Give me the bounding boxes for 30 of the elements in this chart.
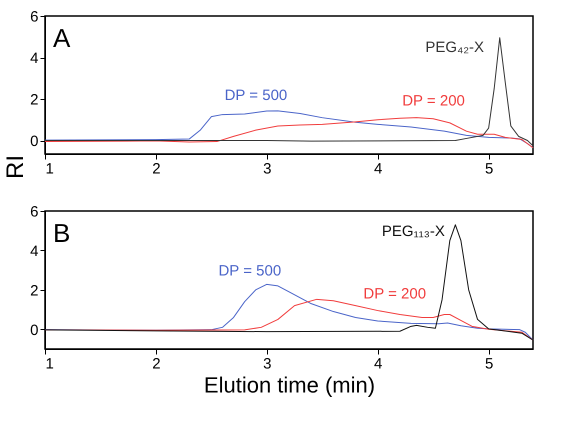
series-label: DP = 200	[402, 92, 465, 110]
line-series	[44, 224, 534, 341]
x-tick-label: 3	[263, 160, 272, 178]
x-tick-label: 2	[152, 356, 161, 372]
y-tick-label: 0	[30, 133, 38, 150]
x-tick-label: 4	[374, 160, 382, 178]
line-series	[44, 117, 534, 148]
y-tick-label: 2	[30, 282, 38, 300]
y-tick-label: 2	[30, 92, 38, 109]
series-label: DP = 200	[363, 285, 426, 302]
x-tick-label: 3	[263, 356, 272, 372]
series-label: PEG₁₁₃-X	[382, 222, 445, 240]
y-tick-label: 0	[30, 322, 38, 339]
y-tick-label: 6	[30, 204, 38, 220]
annotation: B	[53, 218, 70, 248]
y-tick-label: 4	[30, 50, 38, 68]
x-axis-title: Elution time (min)	[204, 372, 376, 398]
x-tick-label: 4	[374, 356, 382, 372]
y-tick-label: 4	[30, 242, 38, 260]
y-tick-label: 6	[30, 8, 38, 26]
x-tick-label: 5	[484, 160, 494, 178]
x-tick-label: 2	[152, 160, 161, 178]
x-tick-label: 1	[46, 160, 54, 178]
y-axis-title: RI	[2, 155, 29, 179]
series-label: PEG₄₂-X	[425, 38, 484, 56]
series-label: DP = 500	[224, 86, 288, 104]
x-tick-label: 1	[46, 356, 54, 372]
x-tick-label: 5	[484, 356, 494, 372]
annotation: A	[53, 23, 71, 53]
series-label: DP = 500	[218, 262, 282, 280]
